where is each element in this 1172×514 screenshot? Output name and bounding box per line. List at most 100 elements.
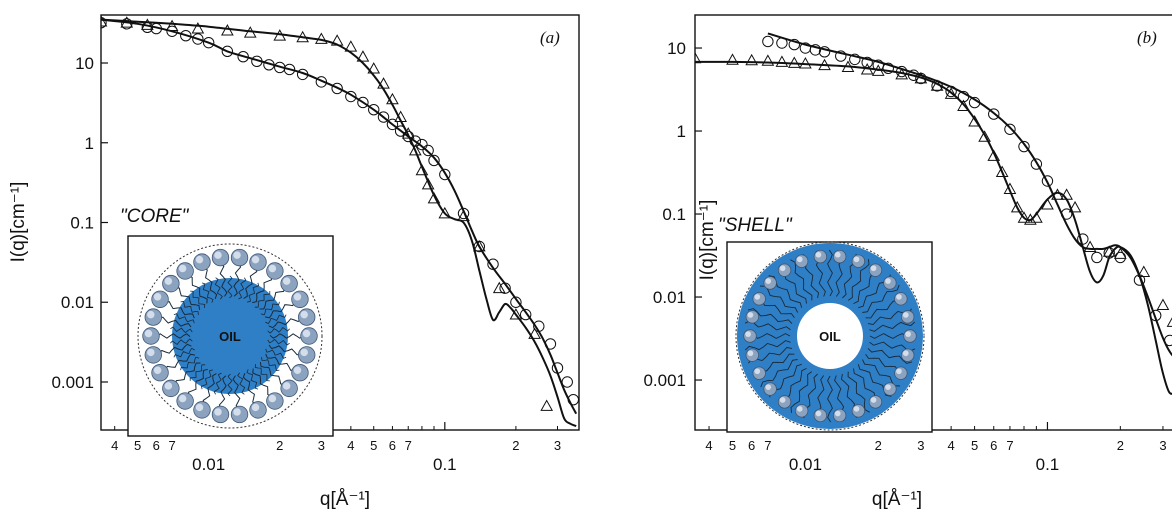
triangle-point: [995, 165, 1009, 178]
tail: [233, 263, 242, 297]
circle-point: [251, 55, 263, 68]
circle-point: [1041, 175, 1054, 187]
tail: [790, 259, 813, 301]
head-sphere: [745, 348, 760, 362]
triangle-point: [330, 34, 344, 46]
tail: [203, 267, 218, 299]
head-sphere: [763, 276, 777, 290]
triangle-point: [221, 24, 234, 36]
x-minor-tick-label: 5: [729, 438, 736, 453]
head-sphere: [868, 263, 883, 277]
circle-point: [519, 308, 532, 321]
circle-point: [551, 362, 564, 374]
tail: [867, 348, 913, 364]
x-axis-title-a: q[Å⁻¹]: [320, 489, 370, 510]
head-sphere: [142, 327, 160, 345]
tail: [246, 369, 259, 390]
head-sphere: [266, 262, 284, 280]
x-minor-tick-label: 5: [971, 438, 978, 453]
head-sphere: [249, 401, 267, 419]
core-micelle-diagram: OIL: [137, 243, 323, 429]
y-axis-title-b: I(q)[cm⁻¹]: [697, 200, 718, 281]
circle-point: [788, 38, 800, 51]
triangle-point: [726, 53, 739, 65]
oil-label: OIL: [219, 329, 241, 344]
head-sphere: [249, 253, 267, 271]
head-sphere: [211, 248, 230, 267]
y-axis-b: 0.001 0.01 0.1 1 10: [643, 39, 702, 390]
x-axis-a: 0.01 0.14 5 6 7 2 3 4 5 6 7 2 3: [111, 422, 561, 474]
head-sphere: [794, 254, 809, 268]
head-sphere: [851, 254, 866, 268]
triangle-point: [101, 15, 108, 27]
tail: [232, 375, 241, 409]
triangle-point: [957, 99, 970, 111]
circle-point: [957, 90, 970, 103]
core-inset: "CORE" OIL: [120, 206, 334, 437]
oil-core: [172, 278, 288, 394]
circle-point: [428, 154, 440, 167]
panel-label-b: (b): [1137, 28, 1157, 47]
micelle-outline-shell: [735, 241, 925, 431]
circle-point: [368, 103, 380, 116]
x-major-tick-label: 0.01: [192, 455, 225, 474]
circle-point: [202, 36, 215, 49]
triangle-point: [1017, 211, 1031, 223]
circle-point: [263, 59, 275, 71]
y-tick-label: 0.001: [51, 373, 94, 392]
tail: [790, 371, 813, 413]
circle-point: [882, 62, 894, 74]
circle-point: [1133, 274, 1146, 286]
head-sphere: [176, 392, 194, 410]
tail: [156, 333, 191, 339]
x-minor-tick-label: 6: [990, 438, 997, 453]
circle-point: [1060, 208, 1073, 220]
shell-inset: "SHELL" OIL: [718, 215, 933, 433]
x-minor-tick-label: 3: [318, 438, 325, 453]
head-sphere: [894, 366, 908, 380]
y-axis-title-a: I(q)[cm⁻¹]: [8, 182, 29, 263]
tail: [170, 338, 193, 345]
triangle-point: [472, 239, 486, 252]
head-sphere: [144, 346, 162, 364]
tail: [268, 318, 302, 329]
triangle-point: [1083, 240, 1097, 252]
surfactant-heads-shell: [743, 249, 917, 423]
x-axis-b: 0.01 0.14 5 6 7 2 3 4 5 6 7 2 3: [705, 422, 1167, 474]
x-minor-tick-label: 7: [168, 438, 175, 453]
y-tick-label: 0.01: [653, 288, 686, 307]
circle-point: [141, 21, 154, 34]
circle-point: [166, 25, 178, 37]
y-tick-label: 10: [667, 39, 686, 58]
triangle-point: [968, 115, 981, 127]
head-sphere: [193, 253, 211, 271]
plot-frame-b: [694, 14, 1172, 431]
tail: [164, 353, 196, 371]
head-sphere: [176, 262, 194, 280]
circle-point: [121, 18, 133, 30]
triangle-point: [930, 79, 944, 91]
fit-curves-b: [695, 32, 1172, 395]
tail: [219, 263, 228, 297]
head-sphere: [162, 379, 180, 398]
circle-point: [180, 30, 192, 42]
fit-curve-2: [767, 32, 1172, 357]
circle-point: [416, 138, 428, 151]
head-sphere: [230, 405, 249, 424]
micelle-outline: [137, 243, 323, 429]
x-major-tick-label: 0.1: [433, 455, 457, 474]
circle-point: [331, 82, 343, 95]
x-minor-tick-label: 6: [748, 438, 755, 453]
tail: [238, 277, 247, 300]
tail: [264, 301, 296, 319]
tail: [158, 343, 192, 354]
triangle-point: [944, 87, 958, 99]
tail: [227, 373, 233, 397]
x-minor-tick-label: 4: [111, 438, 118, 453]
head-sphere: [894, 292, 908, 306]
triangle-point: [509, 308, 523, 320]
x-minor-tick-label: 3: [1159, 438, 1166, 453]
circle-point: [283, 63, 296, 76]
circle-point: [409, 135, 422, 147]
